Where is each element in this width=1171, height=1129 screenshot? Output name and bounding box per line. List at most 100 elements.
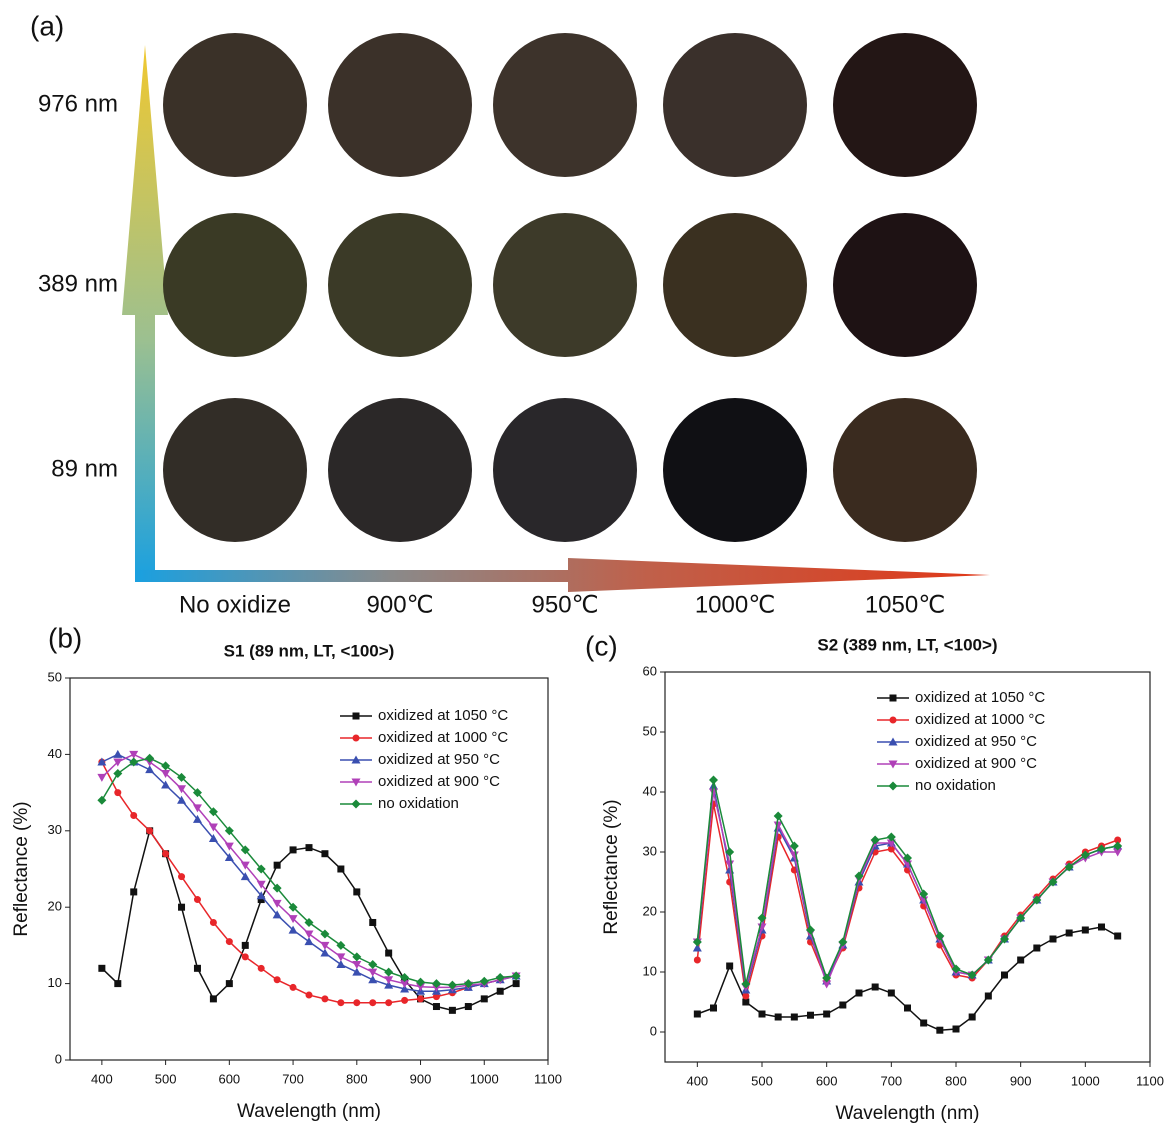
panel-label: (b) [48, 622, 82, 653]
marker [872, 984, 879, 991]
marker [290, 846, 297, 853]
marker [368, 969, 377, 977]
legend-label: oxidized at 900 °C [915, 755, 1037, 772]
column-label: 950℃ [532, 591, 599, 618]
marker [385, 999, 392, 1006]
column-label: No oxidize [179, 591, 291, 618]
legend-label: oxidized at 950 °C [915, 733, 1037, 750]
marker [146, 827, 153, 834]
x-tick-label: 700 [282, 1071, 304, 1086]
marker [113, 750, 122, 758]
marker [759, 1011, 766, 1018]
row-label: 89 nm [51, 455, 118, 482]
x-tick-label: 400 [686, 1073, 708, 1088]
marker [385, 950, 392, 957]
marker [145, 754, 154, 763]
sample-swatch [163, 33, 307, 177]
marker [336, 953, 345, 961]
x-tick-label: 500 [155, 1071, 177, 1086]
sample-swatch [833, 33, 977, 177]
marker [497, 988, 504, 995]
legend-label: no oxidation [378, 795, 459, 812]
charts: (b)S1 (89 nm, LT, <100>)4005006007008009… [11, 622, 1164, 1124]
x-tick-label: 1000 [1071, 1073, 1100, 1088]
marker [114, 789, 121, 796]
chart: (b)S1 (89 nm, LT, <100>)4005006007008009… [11, 622, 562, 1122]
sample-swatch [328, 33, 472, 177]
marker [888, 990, 895, 997]
marker [904, 1005, 911, 1012]
sample-swatch [328, 398, 472, 542]
marker [130, 812, 137, 819]
marker [1082, 927, 1089, 934]
marker [401, 997, 408, 1004]
sample-swatch [163, 398, 307, 542]
marker [210, 919, 217, 926]
marker [353, 999, 360, 1006]
column-label: 900℃ [367, 591, 434, 618]
row-label: 976 nm [38, 90, 118, 117]
marker [985, 993, 992, 1000]
marker [481, 995, 488, 1002]
legend-label: oxidized at 950 °C [378, 751, 500, 768]
marker [242, 942, 249, 949]
y-tick-label: 0 [650, 1023, 657, 1038]
sample-swatch [163, 213, 307, 357]
marker [513, 980, 520, 987]
marker [823, 1011, 830, 1018]
series-line [102, 758, 516, 985]
row-label: 389 nm [38, 270, 118, 297]
marker [449, 1007, 456, 1014]
y-tick-label: 30 [48, 822, 62, 837]
x-axis-label: Wavelength (nm) [836, 1103, 980, 1124]
marker [433, 1003, 440, 1010]
chart-title: S1 (89 nm, LT, <100>) [224, 641, 395, 660]
marker [178, 904, 185, 911]
sample-swatch [833, 213, 977, 357]
column-label: 1050℃ [865, 591, 945, 618]
marker [353, 888, 360, 895]
marker [274, 976, 281, 983]
sample-swatch [833, 398, 977, 542]
marker [448, 981, 457, 990]
series-line [697, 786, 1117, 990]
marker [726, 963, 733, 970]
marker [290, 984, 297, 991]
marker [194, 965, 201, 972]
horizontal-arrow [135, 558, 990, 592]
y-tick-label: 30 [643, 843, 657, 858]
marker [807, 1012, 814, 1019]
x-tick-label: 1100 [1136, 1073, 1164, 1088]
chart: (c)S2 (389 nm, LT, <100>)400500600700800… [585, 630, 1164, 1124]
marker [1114, 933, 1121, 940]
legend-label: oxidized at 900 °C [378, 773, 500, 790]
legend-marker [353, 735, 360, 742]
column-label: 1000℃ [695, 591, 775, 618]
panel-label: (c) [585, 630, 618, 661]
legend-label: oxidized at 1000 °C [378, 729, 508, 746]
marker [1001, 972, 1008, 979]
marker [369, 999, 376, 1006]
y-tick-label: 40 [643, 783, 657, 798]
marker [98, 965, 105, 972]
marker [774, 812, 783, 821]
marker [417, 995, 424, 1002]
marker [953, 1026, 960, 1033]
marker [694, 957, 701, 964]
sample-swatch [663, 33, 807, 177]
y-tick-label: 60 [643, 663, 657, 678]
marker [936, 1027, 943, 1034]
legend-marker [890, 717, 897, 724]
legend-label: oxidized at 1050 °C [915, 689, 1045, 706]
y-tick-label: 50 [48, 669, 62, 684]
marker [320, 942, 329, 950]
marker [194, 896, 201, 903]
marker [305, 930, 314, 938]
marker [97, 796, 106, 805]
marker [274, 862, 281, 869]
sample-swatch [663, 398, 807, 542]
x-tick-label: 600 [816, 1073, 838, 1088]
series-line [697, 804, 1117, 996]
marker [258, 965, 265, 972]
